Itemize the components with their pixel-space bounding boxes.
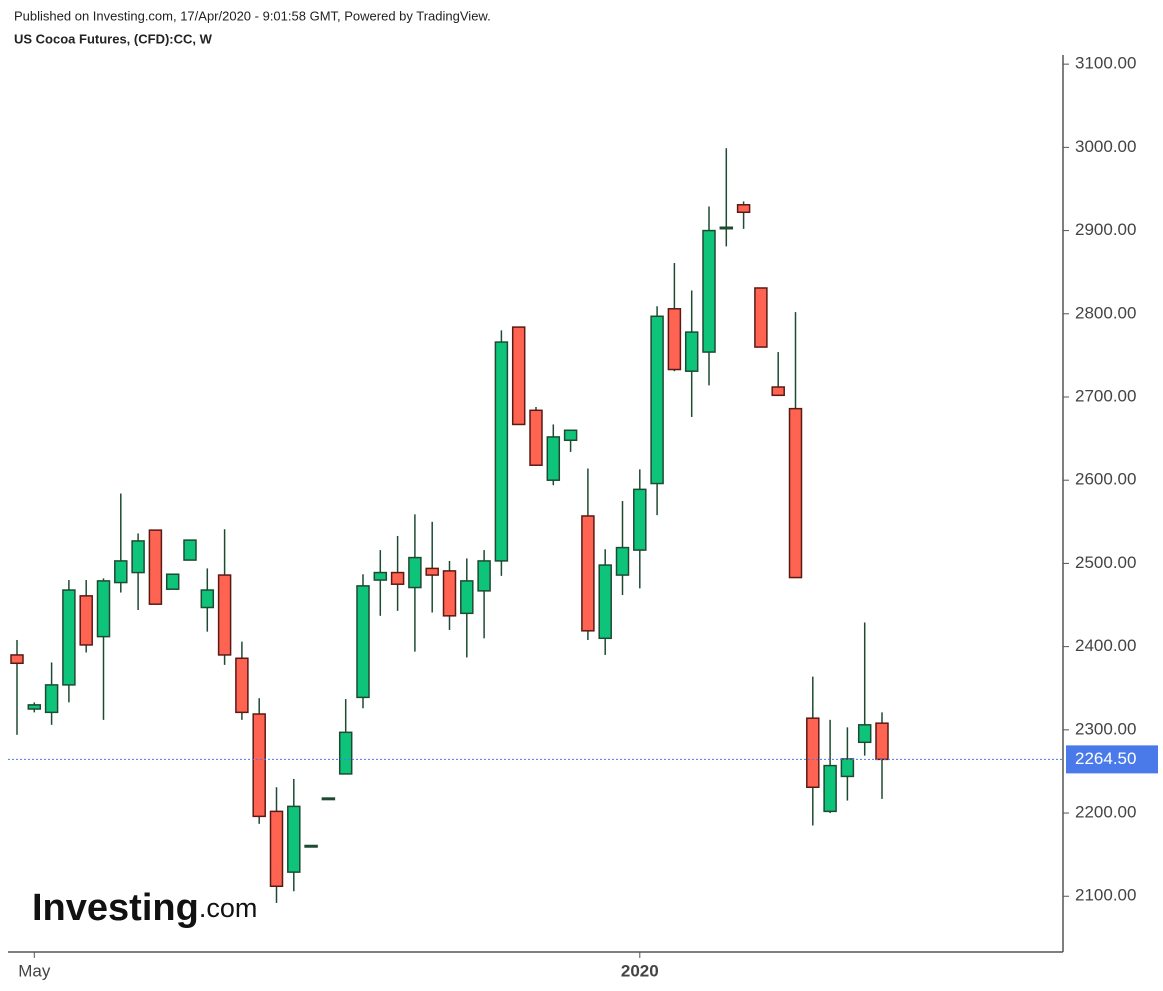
candle-body [373,571,388,581]
last-price-label: 2264.50 [1075,749,1136,768]
candle-body [529,409,543,466]
candle-body [823,764,837,813]
candle-body [719,226,734,230]
candle-body [131,540,145,574]
candle-body [79,595,93,646]
y-tick-label: 2700.00 [1075,386,1136,405]
candle-body [287,805,301,873]
y-tick-label: 2800.00 [1075,303,1136,322]
candle-body [546,436,561,481]
x-tick-label: May [18,961,51,980]
logo-main: Investing [32,887,199,929]
candle-body [235,657,249,714]
candle-body [650,315,664,485]
y-tick-label: 2900.00 [1075,220,1136,239]
candle-body [581,515,595,632]
published-note: Published on Investing.com, 17/Apr/2020 … [14,8,491,23]
candle-body [840,758,855,778]
candle-body [442,570,457,617]
candle-body [875,722,889,761]
candle-body [200,589,215,609]
candle-body [114,560,128,584]
candle-body [338,731,353,775]
candle-body [44,684,59,714]
candle-body [304,844,318,848]
candle-body [754,287,768,348]
candle-body [771,386,785,397]
candle-body [252,713,266,818]
candle-body [390,571,405,585]
logo: Investing.com [32,887,257,929]
y-tick-label: 2200.00 [1075,803,1136,822]
y-tick-label: 2400.00 [1075,636,1136,655]
logo-suffix: .com [199,893,258,923]
candle-body [477,560,491,592]
candle-body [857,724,872,744]
candle-body [736,204,751,214]
y-tick-label: 2100.00 [1075,886,1136,905]
y-tick-label: 2500.00 [1075,553,1136,572]
candle-body [10,654,24,665]
candle-body [96,580,111,638]
chart-title: US Cocoa Futures, (CFD):CC, W [14,31,213,46]
candle-body [615,546,630,576]
candle-body [183,539,197,561]
x-tick-label: 2020 [621,961,659,980]
last-price-box [1066,745,1158,774]
candle-body [806,717,820,788]
candle-body [511,326,526,426]
candle-body [598,564,612,640]
y-tick-label: 2300.00 [1075,719,1136,738]
y-tick-label: 3100.00 [1075,54,1136,73]
candle-body [356,585,370,699]
candle-body [62,589,76,686]
candle-body [217,574,232,656]
candle-body [702,229,716,353]
candle-body [321,797,336,801]
y-tick-label: 3000.00 [1075,137,1136,156]
candle-body [684,331,699,372]
candle-body [563,429,578,442]
candle-body [633,488,647,551]
candle-body [408,556,422,589]
candle-body [460,580,474,615]
candle-body [165,573,180,590]
candle-body [269,810,284,888]
candle-body [667,308,682,371]
candle-body [27,704,42,710]
candle-body [425,567,439,576]
candle-body [788,407,803,579]
candle-body [494,341,509,562]
candle-body [148,529,163,605]
y-tick-label: 2600.00 [1075,470,1136,489]
